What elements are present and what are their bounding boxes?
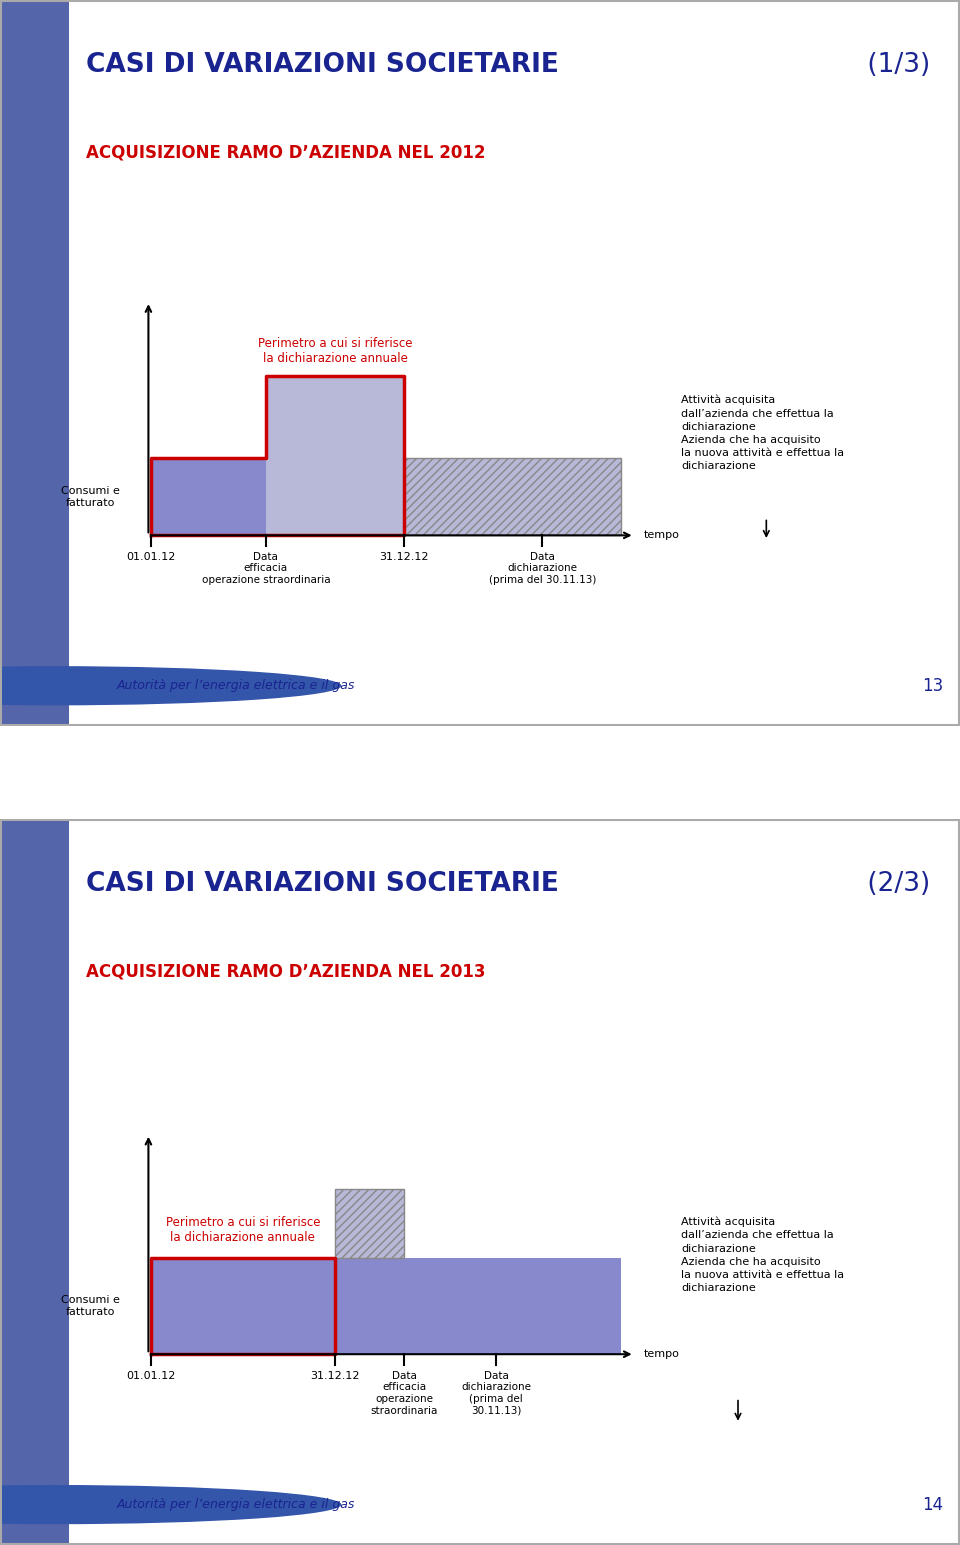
Bar	[0, 819, 69, 1545]
Text: Autorità per l’energia elettrica e il gas: Autorità per l’energia elettrica e il ga…	[117, 680, 355, 692]
Bar	[266, 375, 404, 536]
Bar	[404, 459, 621, 536]
Text: (1/3): (1/3)	[859, 53, 930, 79]
Text: Perimetro a cui si riferisce
la dichiarazione annuale: Perimetro a cui si riferisce la dichiara…	[166, 1216, 320, 1244]
Text: ACQUISIZIONE RAMO D’AZIENDA NEL 2012: ACQUISIZIONE RAMO D’AZIENDA NEL 2012	[86, 144, 486, 162]
Bar	[0, 0, 69, 726]
Text: CASI DI VARIAZIONI SOCIETARIE: CASI DI VARIAZIONI SOCIETARIE	[86, 871, 560, 898]
Text: Attività acquisita
dall’azienda che effettua la
dichiarazione
Azienda che ha acq: Attività acquisita dall’azienda che effe…	[682, 396, 845, 471]
Bar	[151, 459, 404, 536]
Text: ACQUISIZIONE RAMO D’AZIENDA NEL 2013: ACQUISIZIONE RAMO D’AZIENDA NEL 2013	[86, 963, 486, 981]
Text: 01.01.12: 01.01.12	[126, 552, 176, 562]
Circle shape	[0, 666, 342, 706]
Bar	[404, 459, 621, 536]
Text: 13: 13	[923, 677, 944, 695]
Text: (2/3): (2/3)	[86, 871, 400, 898]
Text: 31.12.12: 31.12.12	[310, 1370, 360, 1381]
Text: 14: 14	[923, 1496, 944, 1514]
Text: Data
efficacia
operazione
straordinaria: Data efficacia operazione straordinaria	[371, 1370, 438, 1415]
Text: Attività acquisita
dall’azienda che effettua la
dichiarazione
Azienda che ha acq: Attività acquisita dall’azienda che effe…	[682, 1216, 845, 1293]
Text: 01.01.12: 01.01.12	[126, 1370, 176, 1381]
Text: Consumi e
fatturato: Consumi e fatturato	[61, 1295, 120, 1316]
Text: CASI DI VARIAZIONI SOCIETARIE: CASI DI VARIAZIONI SOCIETARIE	[86, 53, 560, 79]
Text: Perimetro a cui si riferisce
la dichiarazione annuale: Perimetro a cui si riferisce la dichiara…	[258, 337, 412, 365]
Text: Autorità per l’energia elettrica e il gas: Autorità per l’energia elettrica e il ga…	[117, 1499, 355, 1511]
Text: (1/3): (1/3)	[86, 53, 400, 79]
Bar	[335, 1190, 404, 1258]
Bar	[151, 1258, 621, 1355]
Text: Data
efficacia
operazione straordinaria: Data efficacia operazione straordinaria	[202, 552, 330, 586]
Text: Consumi e
fatturato: Consumi e fatturato	[61, 487, 120, 508]
Text: Data
dichiarazione
(prima del
30.11.13): Data dichiarazione (prima del 30.11.13)	[462, 1370, 531, 1415]
Circle shape	[0, 1485, 342, 1525]
Text: tempo: tempo	[644, 1349, 680, 1360]
Text: 31.12.12: 31.12.12	[379, 552, 429, 562]
Text: (2/3): (2/3)	[859, 871, 930, 898]
Text: tempo: tempo	[644, 530, 680, 541]
Text: Data
dichiarazione
(prima del 30.11.13): Data dichiarazione (prima del 30.11.13)	[489, 552, 596, 586]
